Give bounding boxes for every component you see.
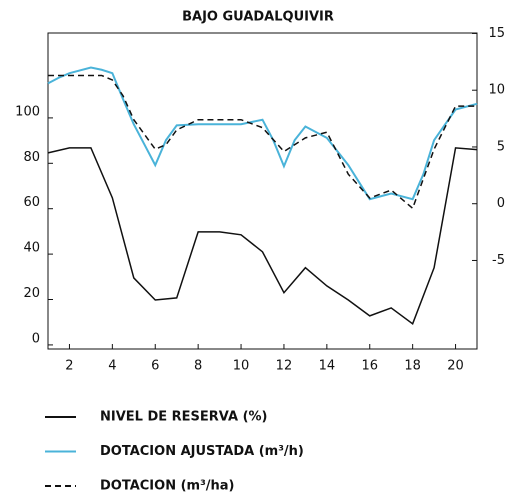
x-tick-label: 2 xyxy=(65,359,73,374)
x-tick-label: 16 xyxy=(361,359,378,374)
y-tick-label: 80 xyxy=(23,150,40,165)
x-tick-label: 6 xyxy=(151,359,159,374)
chart-title: BAJO GUADALQUIVIR xyxy=(182,10,334,25)
legend-label: NIVEL DE RESERVA (%) xyxy=(100,410,267,425)
x-tick-label: 10 xyxy=(233,359,250,374)
y-tick-label: 20 xyxy=(23,286,40,301)
legend-label: DOTACION (m³/ha) xyxy=(100,479,235,492)
y2-tick-label: 5 xyxy=(497,139,505,154)
series-line xyxy=(47,147,478,325)
y-tick-label: 60 xyxy=(23,195,40,210)
x-tick-label: 12 xyxy=(276,359,293,374)
y-tick-label: 100 xyxy=(15,104,40,119)
x-tick-label: 8 xyxy=(194,359,202,374)
y-tick-label: 40 xyxy=(23,241,40,256)
y2-tick-label: -5 xyxy=(492,253,505,268)
x-tick-label: 4 xyxy=(108,359,116,374)
y2-tick-label: 0 xyxy=(497,196,505,211)
x-tick-label: 18 xyxy=(404,359,421,374)
x-tick-label: 14 xyxy=(319,359,336,374)
y2-tick-label: 15 xyxy=(488,26,505,41)
series-line xyxy=(48,74,477,210)
legend-label: DOTACION AJUSTADA (m³/h) xyxy=(100,444,304,459)
y2-tick-label: 10 xyxy=(488,83,505,98)
series-line xyxy=(47,66,478,201)
y-tick-label: 0 xyxy=(32,331,40,346)
x-tick-label: 20 xyxy=(447,359,464,374)
plot-frame xyxy=(47,32,478,350)
